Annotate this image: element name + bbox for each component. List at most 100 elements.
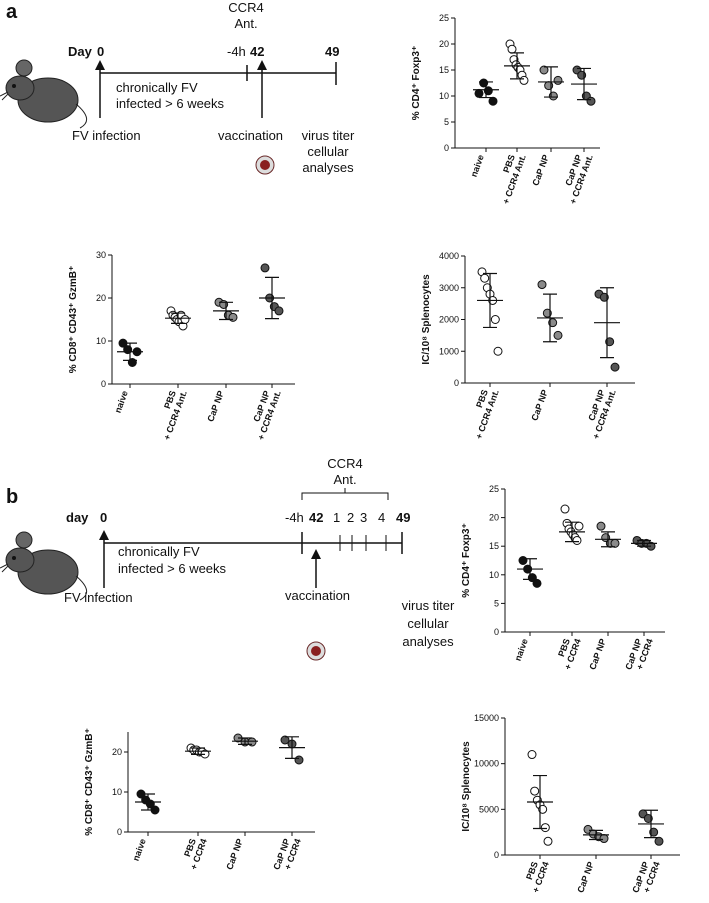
data-point <box>539 65 549 75</box>
x-tick-label: naive <box>131 837 148 862</box>
y-tick-label: 15 <box>489 541 499 551</box>
data-point <box>532 578 542 588</box>
ccr4-label: CCR4 <box>228 0 263 15</box>
x-tick-label: CaP NP <box>575 860 595 894</box>
error-bar <box>285 736 299 759</box>
x-tick-label: naive <box>513 637 530 662</box>
panel-label: a <box>6 1 18 23</box>
y-axis-label: IC/10⁸ Splenocytes <box>421 274 432 365</box>
arrow-head <box>99 530 109 540</box>
x-tick-label: naive <box>113 389 130 414</box>
y-tick-label: 25 <box>489 484 499 494</box>
data-point <box>553 75 563 85</box>
y-tick-label: 4000 <box>439 251 459 261</box>
y-tick-label: 10000 <box>474 759 499 769</box>
y-tick-label: 10 <box>489 570 499 580</box>
mouse-icon <box>0 531 87 601</box>
readout: cellular <box>407 616 449 631</box>
data-point <box>493 346 503 356</box>
y-tick-label: 20 <box>439 39 449 49</box>
data-point <box>518 556 528 565</box>
x-tick-label: CaP NP <box>529 388 549 422</box>
y-tick-label: 15 <box>439 65 449 75</box>
data-point <box>488 96 498 106</box>
data-point <box>274 306 284 316</box>
data-point <box>530 786 540 796</box>
mouse-icon <box>0 59 87 129</box>
arrow-head <box>311 549 321 559</box>
error-bar <box>191 747 205 755</box>
error-bar <box>510 52 524 80</box>
data-point <box>540 823 550 833</box>
y-tick-label: 10 <box>96 336 106 346</box>
y-tick-label: 25 <box>439 13 449 23</box>
event-label: vaccination <box>218 128 283 143</box>
y-tick-label: 0 <box>494 627 499 637</box>
data-point <box>480 273 490 283</box>
data-point <box>596 521 606 531</box>
y-tick-label: 0 <box>444 143 449 153</box>
data-point <box>605 337 615 347</box>
error-bar <box>123 342 137 361</box>
y-tick-label: 15000 <box>474 713 499 723</box>
day-label: 49 <box>396 510 410 525</box>
error-bar <box>533 774 547 830</box>
error-bar <box>238 737 252 745</box>
y-axis-label: % CD4⁺ Foxp3⁺ <box>411 46 422 120</box>
error-bar <box>141 793 155 811</box>
data-point <box>599 834 609 844</box>
y-tick-label: 0 <box>117 827 122 837</box>
day-label: 4 <box>378 510 385 525</box>
day-label: 0 <box>100 510 107 525</box>
data-point <box>548 318 558 328</box>
readout: cellular <box>307 144 349 159</box>
day-label: 42 <box>309 510 323 525</box>
y-tick-label: 1000 <box>439 346 459 356</box>
y-tick-label: 0 <box>101 379 106 389</box>
data-point <box>610 538 620 548</box>
data-point <box>649 827 659 837</box>
arrow-head <box>257 60 267 70</box>
y-tick-label: 10 <box>439 91 449 101</box>
ccr4-label: Ant. <box>333 472 356 487</box>
ccr4-label: Ant. <box>234 16 257 31</box>
day-label: -4h <box>285 510 304 525</box>
y-tick-label: 5000 <box>479 804 499 814</box>
data-point <box>586 96 596 106</box>
event-label: FV infection <box>64 590 133 605</box>
readout: analyses <box>402 634 454 649</box>
day-label: 49 <box>325 44 339 59</box>
error-bar <box>644 809 658 839</box>
day-label: 2 <box>347 510 354 525</box>
note: infected > 6 weeks <box>116 96 225 111</box>
error-bar <box>544 66 558 98</box>
error-bar <box>589 829 603 841</box>
day-label: 0 <box>97 44 104 59</box>
data-point <box>294 755 304 765</box>
data-point <box>519 75 529 85</box>
y-axis-label: % CD8⁺ CD43⁺ GzmB⁺ <box>84 728 95 836</box>
y-tick-label: 5 <box>494 598 499 608</box>
y-tick-label: 30 <box>96 250 106 260</box>
error-bar <box>171 312 185 324</box>
error-bar <box>523 558 537 580</box>
y-tick-label: 20 <box>489 513 499 523</box>
note: chronically FV <box>116 80 198 95</box>
error-bar <box>543 293 557 343</box>
readout: virus titer <box>402 598 455 613</box>
y-tick-label: 10 <box>112 787 122 797</box>
data-point <box>560 504 570 514</box>
day-label: Day <box>68 44 93 59</box>
readout: analyses <box>302 160 354 175</box>
error-bar <box>600 287 614 359</box>
x-tick-label: naive <box>469 153 486 178</box>
data-point <box>610 362 620 372</box>
data-point <box>543 836 553 846</box>
data-point <box>538 804 548 814</box>
y-tick-label: 2000 <box>439 315 459 325</box>
error-bar <box>565 521 579 543</box>
y-axis-label: % CD4⁺ Foxp3⁺ <box>461 523 472 597</box>
note: chronically FV <box>118 544 200 559</box>
data-point <box>474 88 484 98</box>
